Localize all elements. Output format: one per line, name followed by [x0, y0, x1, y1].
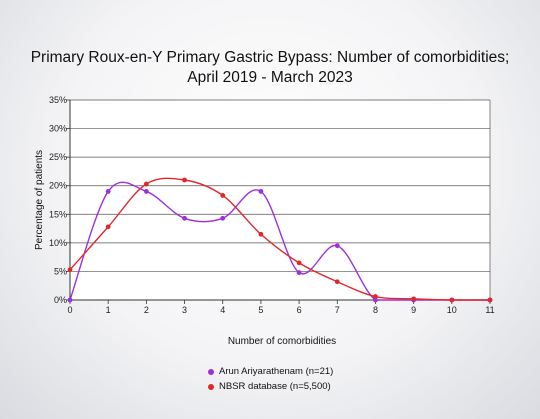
legend-item-arun: Arun Ariyarathenam (n=21)	[208, 364, 333, 379]
data-point-nbsr	[296, 260, 302, 266]
y-tick-label: 35%	[49, 95, 67, 105]
data-point-nbsr	[411, 296, 417, 302]
data-point-arun	[143, 189, 149, 194]
legend: Arun Ariyarathenam (n=21) NBSR database …	[208, 364, 333, 394]
x-tick-label: 1	[106, 305, 111, 315]
y-tick-label: 15%	[49, 209, 67, 219]
data-point-arun	[258, 189, 264, 194]
grid-lines	[70, 99, 491, 300]
x-tick-label: 2	[144, 305, 149, 315]
legend-label-arun: Arun Ariyarathenam (n=21)	[219, 366, 334, 377]
data-point-nbsr	[487, 297, 493, 303]
y-tick-labels: 0% 5% 10% 15% 20% 25% 30% 35%	[49, 95, 67, 305]
data-point-arun	[334, 243, 340, 249]
x-tick-label: 5	[258, 305, 263, 315]
data-point-nbsr	[105, 224, 111, 230]
data-point-nbsr	[182, 177, 187, 183]
legend-marker-arun	[208, 368, 214, 375]
x-tick-label: 4	[220, 305, 225, 315]
data-point-arun	[67, 297, 73, 303]
data-point-arun	[182, 215, 187, 221]
chart-title: Primary Roux-en-Y Primary Gastric Bypass…	[0, 48, 540, 88]
data-point-arun	[105, 189, 111, 194]
x-tick-label: 7	[335, 305, 340, 315]
x-tick-label: 11	[485, 305, 494, 315]
data-point-nbsr	[67, 267, 73, 273]
y-tick-label: 25%	[49, 152, 67, 162]
data-point-nbsr	[373, 294, 378, 299]
y-tick-label: 20%	[49, 181, 67, 191]
x-tick-label: 9	[411, 305, 416, 315]
x-tick-label: 3	[182, 305, 187, 315]
data-point-arun	[373, 297, 378, 303]
legend-item-nbsr: NBSR database (n=5,500)	[208, 379, 333, 394]
x-axis-label: Number of comorbidities	[228, 336, 336, 347]
data-point-arun	[220, 215, 226, 221]
y-tick-label: 5%	[54, 266, 67, 276]
x-tick-label: 6	[297, 305, 302, 315]
x-tick-labels: 0 1 2 3 4 5 6 7 8 9 10 11	[67, 305, 494, 315]
series-line-nbsr	[69, 177, 490, 301]
legend-label-nbsr: NBSR database (n=5,500)	[219, 381, 331, 392]
y-tick-label: 0%	[54, 295, 67, 305]
y-tick-label: 10%	[49, 238, 67, 248]
legend-marker-nbsr	[208, 383, 214, 390]
data-point-nbsr	[334, 279, 340, 285]
y-tick-label: 30%	[49, 124, 67, 134]
chart-title-line-2: April 2019 - March 2023	[187, 69, 353, 86]
y-axis-label: Percentage of patients	[34, 150, 45, 250]
x-tick-label: 0	[67, 305, 72, 315]
data-point-nbsr	[143, 181, 149, 187]
data-point-nbsr	[220, 193, 226, 198]
data-point-arun	[296, 270, 302, 275]
data-point-nbsr	[258, 231, 264, 237]
plot-area	[70, 100, 490, 300]
series-group	[67, 177, 493, 303]
x-tick-label: 8	[373, 305, 378, 315]
data-point-nbsr	[449, 297, 455, 303]
x-tick-label: 10	[447, 305, 457, 315]
chart-title-line-1: Primary Roux-en-Y Primary Gastric Bypass…	[30, 49, 510, 66]
